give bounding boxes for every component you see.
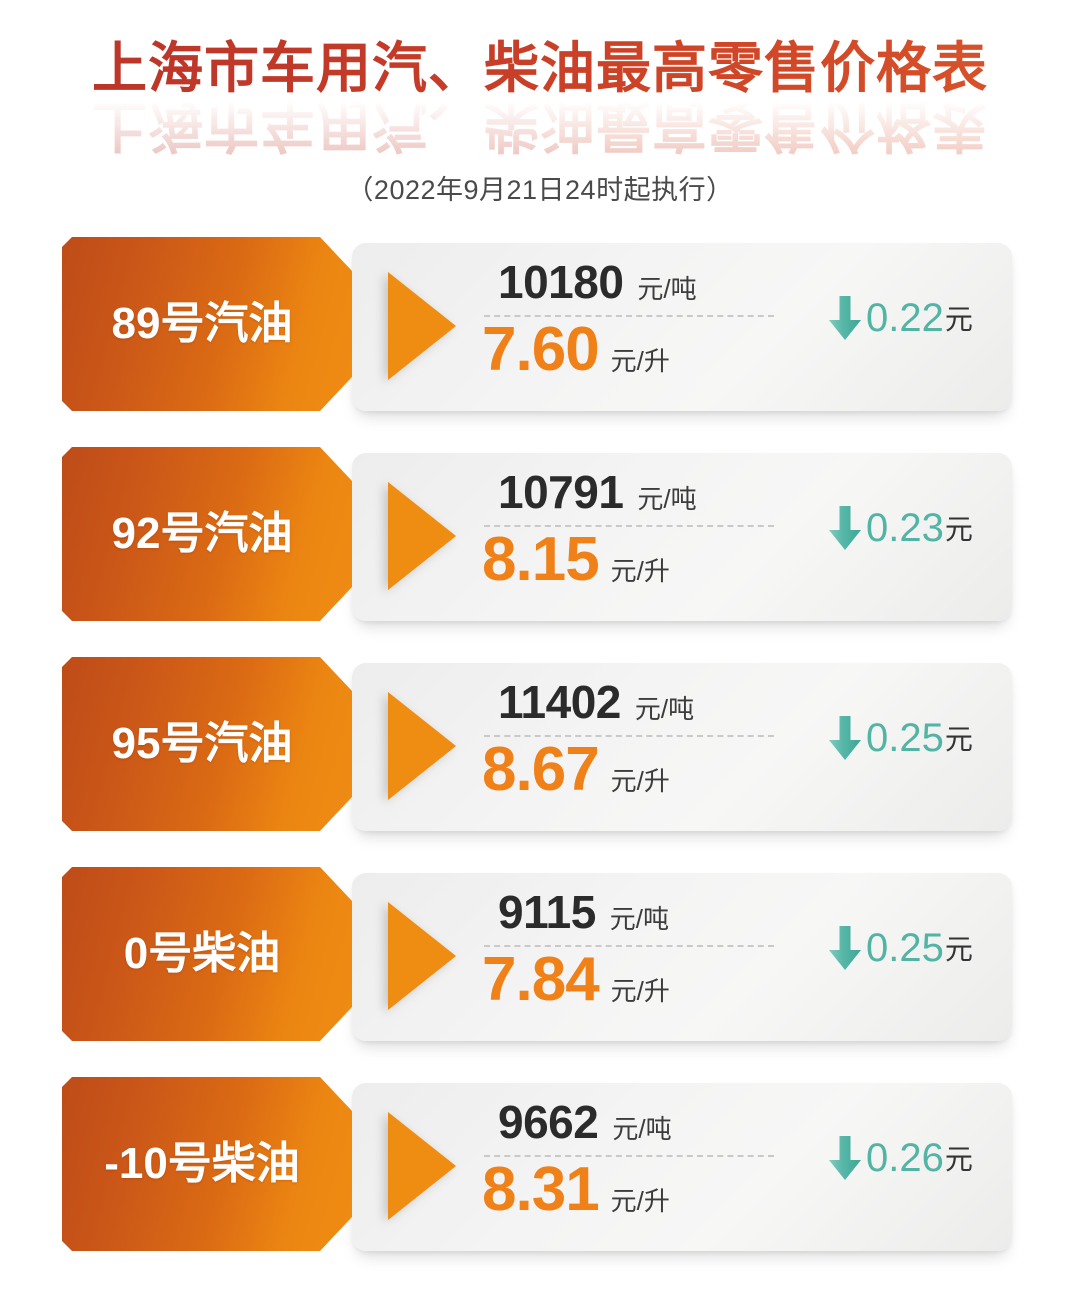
fuel-label-text: -10号柴油 [104, 1139, 300, 1188]
fuel-label-text: 89号汽油 [111, 299, 293, 348]
price-divider [484, 1155, 774, 1157]
litre-price-unit: 元/升 [610, 346, 670, 376]
litre-price-row: 7.84 元/升 [478, 949, 798, 1015]
ton-price-value: 11402 [498, 676, 621, 728]
price-row-4: -10号柴油 9662 元/吨 8.31 元/升 [0, 1077, 1080, 1251]
fuel-label-tag-3[interactable]: 0号柴油 [62, 867, 352, 1041]
ton-price-value: 10791 [498, 466, 624, 518]
price-block: 9662 元/吨 8.31 元/升 [478, 1095, 798, 1225]
ton-price-value: 9115 [498, 886, 596, 938]
litre-price-value: 7.60 [482, 315, 600, 384]
price-block: 10791 元/吨 8.15 元/升 [478, 465, 798, 595]
litre-price-row: 8.31 元/升 [478, 1159, 798, 1225]
litre-price-unit: 元/升 [610, 1186, 670, 1216]
price-block: 11402 元/吨 8.67 元/升 [478, 675, 798, 805]
play-arrow-icon [388, 272, 456, 380]
litre-price-unit: 元/升 [610, 766, 670, 796]
price-change: 0.26 元 [828, 1135, 973, 1181]
play-arrow-icon [388, 1112, 456, 1220]
price-divider [484, 525, 774, 527]
litre-price-value: 8.67 [482, 735, 600, 804]
price-change-value: 0.25 [866, 715, 944, 760]
fuel-label-tag-4[interactable]: -10号柴油 [62, 1077, 352, 1251]
page-title-reflection: 上海市车用汽、柴油最高零售价格表 [0, 95, 1080, 157]
price-change-value: 0.26 [866, 1135, 944, 1180]
price-change-unit: 元 [944, 1144, 973, 1175]
ton-price-unit: 元/吨 [612, 1114, 672, 1144]
price-change: 0.25 元 [828, 925, 973, 971]
play-arrow-icon [388, 902, 456, 1010]
title-block: 上海市车用汽、柴油最高零售价格表 上海市车用汽、柴油最高零售价格表 [0, 38, 1080, 157]
play-arrow-icon [388, 482, 456, 590]
price-change-unit: 元 [944, 934, 973, 965]
price-change-unit: 元 [944, 514, 973, 545]
ton-price-value: 10180 [498, 256, 624, 308]
litre-price-value: 8.31 [482, 1155, 600, 1224]
price-change-value: 0.22 [866, 295, 944, 340]
litre-price-row: 8.15 元/升 [478, 529, 798, 595]
ton-price-row: 11402 元/吨 [478, 675, 798, 733]
page-subtitle: （2022年9月21日24时起执行） [346, 175, 734, 205]
fuel-label-text: 95号汽油 [111, 719, 293, 768]
price-panel [352, 243, 1012, 411]
fuel-label-tag-0[interactable]: 89号汽油 [62, 237, 352, 411]
price-panel [352, 453, 1012, 621]
price-divider [484, 735, 774, 737]
litre-price-row: 7.60 元/升 [478, 319, 798, 385]
litre-price-value: 8.15 [482, 525, 600, 594]
fuel-label-tag-2[interactable]: 95号汽油 [62, 657, 352, 831]
litre-price-row: 8.67 元/升 [478, 739, 798, 805]
play-arrow-icon [388, 692, 456, 800]
price-change-value: 0.25 [866, 925, 944, 970]
ton-price-row: 9662 元/吨 [478, 1095, 798, 1153]
page-header: 上海市车用汽、柴油最高零售价格表 上海市车用汽、柴油最高零售价格表 （2022年… [0, 0, 1080, 207]
price-divider [484, 315, 774, 317]
price-change: 0.25 元 [828, 715, 973, 761]
arrow-down-icon [829, 716, 861, 760]
price-row-0: 89号汽油 10180 元/吨 7.60 元/升 [0, 237, 1080, 411]
arrow-down-icon [829, 296, 861, 340]
page-title: 上海市车用汽、柴油最高零售价格表 [0, 38, 1080, 98]
fuel-label-tag-1[interactable]: 92号汽油 [62, 447, 352, 621]
ton-price-unit: 元/吨 [609, 904, 670, 934]
price-change-unit: 元 [944, 304, 973, 335]
fuel-label-text: 92号汽油 [111, 509, 293, 558]
price-row-2: 95号汽油 11402 元/吨 8.67 元/升 [0, 657, 1080, 831]
ton-price-row: 10791 元/吨 [478, 465, 798, 523]
fuel-label-text: 0号柴油 [123, 929, 281, 978]
litre-price-value: 7.84 [482, 945, 600, 1014]
price-panel [352, 663, 1012, 831]
ton-price-row: 10180 元/吨 [478, 255, 798, 313]
litre-price-unit: 元/升 [610, 556, 670, 586]
arrow-down-icon [829, 506, 861, 550]
ton-price-unit: 元/吨 [637, 484, 697, 514]
litre-price-unit: 元/升 [610, 976, 670, 1006]
price-block: 9115 元/吨 7.84 元/升 [478, 885, 798, 1015]
ton-price-unit: 元/吨 [637, 274, 697, 304]
price-divider [484, 945, 774, 947]
price-panel [352, 1083, 1012, 1251]
price-row-3: 0号柴油 9115 元/吨 7.84 元/升 [0, 867, 1080, 1041]
price-change: 0.23 元 [828, 505, 973, 551]
price-panel [352, 873, 1012, 1041]
price-row-1: 92号汽油 10791 元/吨 8.15 元/升 [0, 447, 1080, 621]
price-change: 0.22 元 [828, 295, 973, 341]
arrow-down-icon [829, 1136, 861, 1180]
ton-price-unit: 元/吨 [634, 694, 695, 724]
price-row-list: 89号汽油 10180 元/吨 7.60 元/升 [0, 237, 1080, 1251]
arrow-down-icon [829, 926, 861, 970]
ton-price-value: 9662 [498, 1096, 599, 1148]
price-change-unit: 元 [944, 724, 973, 755]
price-change-value: 0.23 [866, 505, 944, 550]
price-block: 10180 元/吨 7.60 元/升 [478, 255, 798, 385]
ton-price-row: 9115 元/吨 [478, 885, 798, 943]
